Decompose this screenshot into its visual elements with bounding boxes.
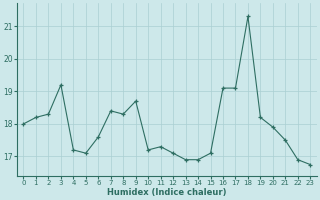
X-axis label: Humidex (Indice chaleur): Humidex (Indice chaleur) [107,188,227,197]
